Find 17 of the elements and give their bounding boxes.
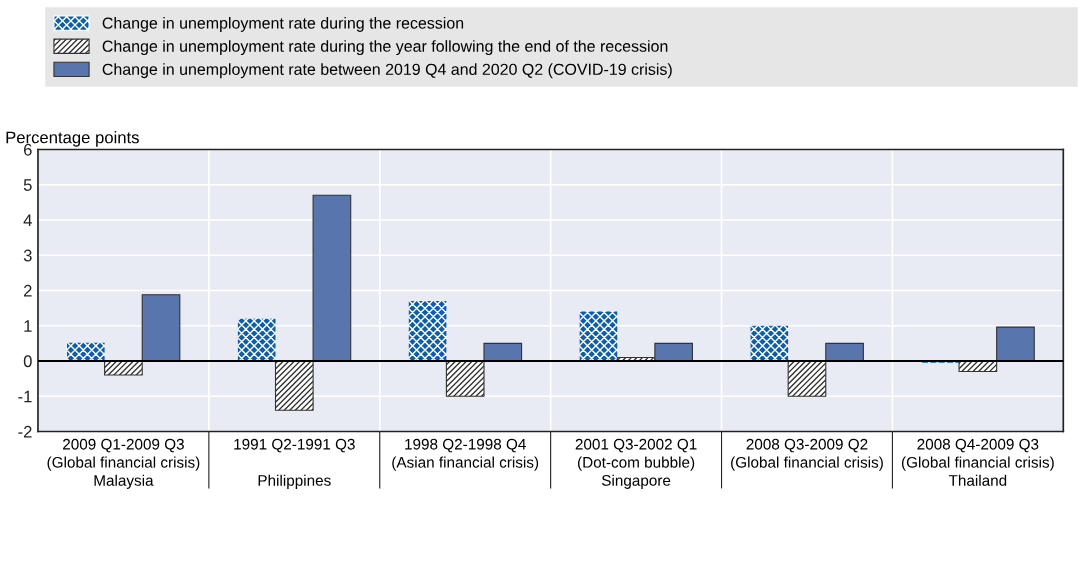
legend-label: Change in unemployment rate during the year following the end of the recession <box>102 40 668 56</box>
x-tick-label: 2009 Q1-2009 Q3 (Global financial crisis) Malaysia <box>47 438 200 489</box>
y-tick-label: 1 <box>24 320 32 332</box>
y-tick-label: -1 <box>18 390 32 403</box>
y-tick-label: 2 <box>23 284 32 297</box>
x-tick-label: 1998 Q2-1998 Q4 (Asian financial crisis) <box>392 438 539 471</box>
y-tick-label: -2 <box>18 425 32 438</box>
legend-label: Change in unemployment rate during the recession <box>102 17 464 32</box>
category-label: 1991 Q2-1991 Q3 Philippines <box>234 438 355 489</box>
y-tick-label: 3 <box>23 249 32 262</box>
y-tick-label: 4 <box>23 214 32 226</box>
y-tick-label: 0 <box>23 355 32 368</box>
x-tick-label: 2008 Q4-2009 Q3 (Global financial crisis) Thailand <box>901 438 1054 486</box>
x-tick-label: 2001 Q3-2002 Q1 (Dot-com bubble) Singapore <box>575 438 697 489</box>
y-tick-label: 5 <box>23 179 32 191</box>
legend-label: Change in unemployment rate between 2019 Q4 and 2020 Q2 (COVID-19 crisis) <box>102 63 672 79</box>
x-tick-label: 2008 Q3-2009 Q2 (Global financial crisis) <box>731 438 883 471</box>
